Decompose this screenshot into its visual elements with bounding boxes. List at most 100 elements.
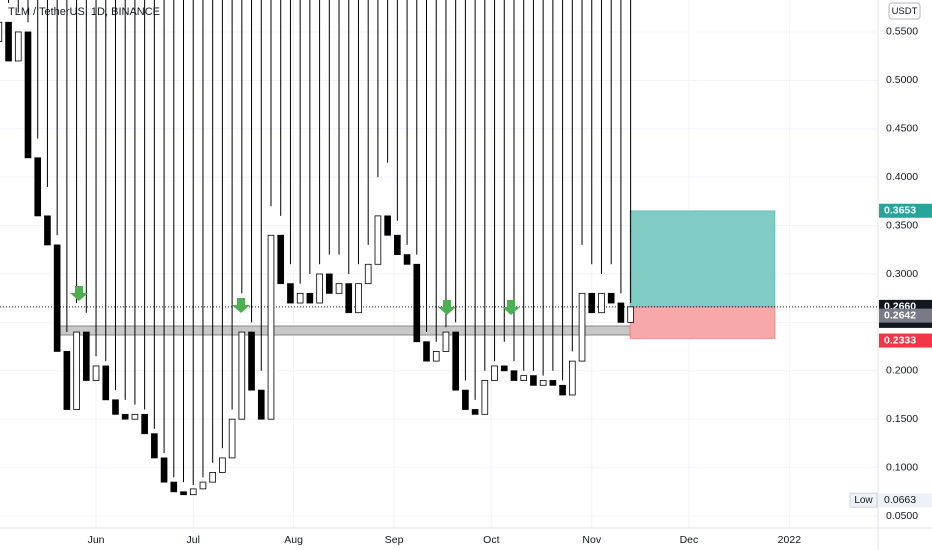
currency-box (888, 2, 921, 20)
candle-body (374, 215, 382, 265)
candle-body (627, 306, 634, 323)
low-value-bg (879, 493, 932, 508)
y-tick-label: 0.1500 (886, 413, 918, 425)
candle-body (287, 283, 294, 304)
candle-body (491, 365, 498, 381)
target-zone (629, 210, 776, 308)
y-tick-label: 0.5000 (886, 74, 918, 86)
arrow (502, 300, 520, 315)
y-tick-label: 0.3500 (886, 219, 918, 231)
candle-body (112, 399, 119, 415)
overlay (0, 210, 878, 340)
candle-body (394, 234, 401, 256)
candle-body (53, 244, 61, 352)
candle-body (73, 331, 80, 410)
candle-body (432, 351, 440, 362)
candle-body (607, 292, 615, 304)
candle-body (423, 341, 430, 362)
axis: 0.05000.10000.15000.20000.25000.30000.35… (88, 26, 932, 546)
candle-body (82, 331, 90, 381)
candle-body (257, 389, 265, 420)
x-tick-label: Aug (284, 534, 303, 546)
candle-body (219, 457, 226, 473)
x-tick-label: Nov (582, 534, 601, 546)
arrow (70, 286, 88, 301)
candle-body (520, 375, 528, 381)
candle-body (121, 413, 129, 420)
candle-body (530, 375, 537, 386)
candle-body (462, 389, 469, 410)
arrows (70, 286, 520, 315)
candle-body (199, 481, 207, 490)
arrow (438, 300, 456, 315)
candle-body (180, 491, 187, 496)
candle-body (471, 409, 479, 415)
candle-body (248, 331, 255, 391)
candle-body (141, 413, 148, 435)
candle-body (306, 292, 314, 304)
candle-body (452, 331, 459, 391)
candle-body (578, 292, 586, 362)
y-tick-label: 0.4000 (886, 171, 918, 183)
candle-body (170, 481, 178, 493)
candle-body (267, 234, 275, 420)
y-tick-label: 0.5500 (886, 26, 918, 38)
candle-body (34, 157, 42, 217)
candle-body (209, 472, 216, 483)
x-tick-label: Dec (680, 534, 699, 546)
candle-body (63, 351, 71, 410)
candle-body (151, 433, 158, 459)
candle-body (296, 292, 304, 304)
candle-body (316, 273, 323, 304)
candle-body (24, 31, 32, 159)
arrow (232, 298, 250, 313)
candle-body (442, 331, 450, 352)
candle-body (44, 215, 51, 246)
price-label: 0.2642 (884, 309, 916, 321)
x-tick-label: Jun (88, 534, 105, 546)
chart-title: TLM / TetherUS, 1D, BINANCE (8, 6, 160, 18)
y-tick-label: 0.2000 (886, 365, 918, 377)
candle-body (189, 488, 197, 496)
candle-body (277, 234, 285, 285)
low-label-bg (849, 492, 878, 508)
x-tick-label: 2022 (778, 534, 802, 546)
candle-body (364, 263, 372, 285)
candle-body (617, 302, 625, 323)
x-tick-label: Sep (385, 534, 404, 546)
y-tick-label: 0.3000 (886, 268, 918, 280)
low-value: 0.0663 (884, 494, 916, 506)
candle-body (335, 283, 343, 294)
candle-body (549, 380, 557, 386)
candle-body (481, 380, 489, 415)
candle-body (14, 31, 22, 62)
candle-body (384, 215, 391, 236)
price-label-bg (879, 333, 932, 348)
candle-body (510, 370, 518, 381)
low-label: Low (854, 495, 873, 506)
candle-body (355, 283, 362, 314)
candle-body (325, 273, 333, 294)
price-label: 0.2333 (884, 334, 916, 346)
candle-body (92, 365, 100, 381)
price-label: 0.3653 (884, 205, 916, 217)
candle-body (160, 457, 168, 483)
candle-body (131, 413, 139, 420)
candle-body (598, 292, 605, 314)
candle-body (500, 365, 508, 372)
candle-body (228, 418, 236, 459)
price-label-bg (879, 308, 932, 323)
candle-body (568, 360, 576, 396)
candle-body (102, 365, 110, 401)
candle-body (5, 21, 12, 62)
candle-body (345, 283, 353, 314)
candle-body (403, 254, 411, 265)
candle-body (0, 21, 3, 43)
candles (0, 0, 634, 496)
x-tick-label: Jul (187, 534, 200, 546)
stop-zone (629, 306, 776, 340)
candle-body (559, 384, 566, 396)
candle-body (539, 380, 547, 386)
